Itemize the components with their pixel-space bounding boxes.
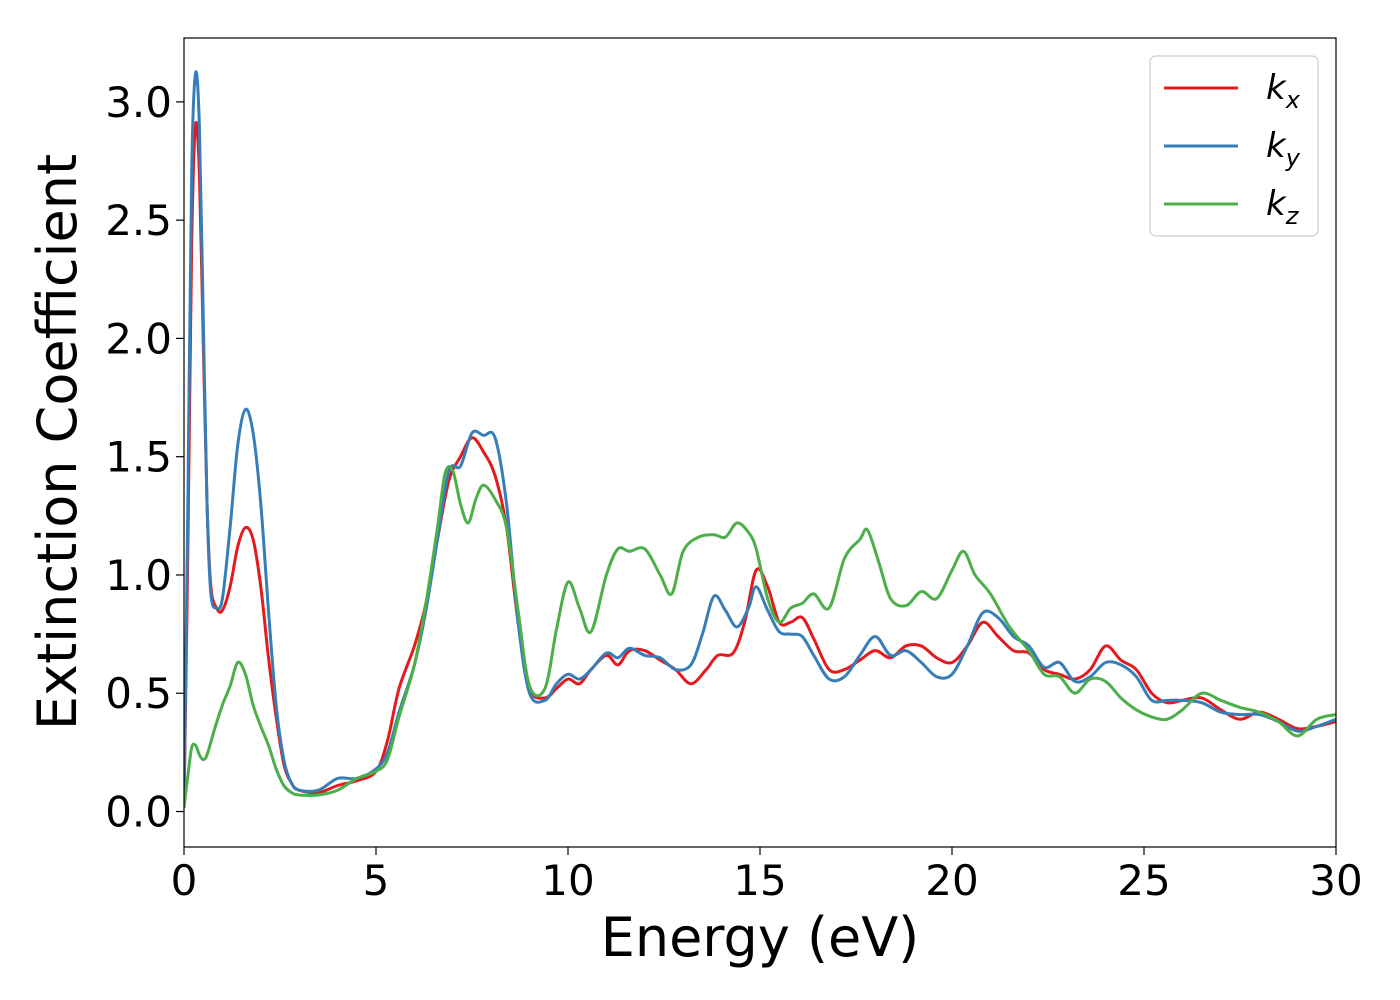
x-tick-label: 5 [363,856,390,905]
x-tick-label: 25 [1117,856,1170,905]
legend-label-k-x: kx [1266,68,1301,114]
y-tick-label: 0.5 [105,669,172,718]
x-tick-label: 20 [925,856,978,905]
x-tick-label: 15 [733,856,786,905]
y-tick-label: 3.0 [105,78,172,127]
y-tick-label: 2.5 [105,196,172,245]
x-tick-label: 0 [171,856,198,905]
y-axis-title: Extinction Coefficient [26,154,89,730]
legend-label-k-y: ky [1266,126,1301,172]
y-tick-label: 0.0 [105,788,172,837]
series-line-k-y [184,70,1336,809]
y-tick-label: 1.0 [105,551,172,600]
series-line-k-z [184,465,1336,809]
y-axis: 0.0 0.5 1.0 1.5 2.0 2.5 3.0 [105,78,184,837]
y-tick-label: 1.5 [105,433,172,482]
legend-label-k-z: kz [1266,184,1300,230]
series-line-k-x [184,121,1336,809]
x-axis-title: Energy (eV) [601,906,920,969]
y-tick-label: 2.0 [105,314,172,363]
x-tick-label: 10 [541,856,594,905]
legend: kx ky kz [1149,55,1319,237]
x-tick-label: 30 [1309,856,1362,905]
x-axis: 0 5 10 15 20 25 30 [171,847,1363,905]
series-layer [184,70,1336,809]
